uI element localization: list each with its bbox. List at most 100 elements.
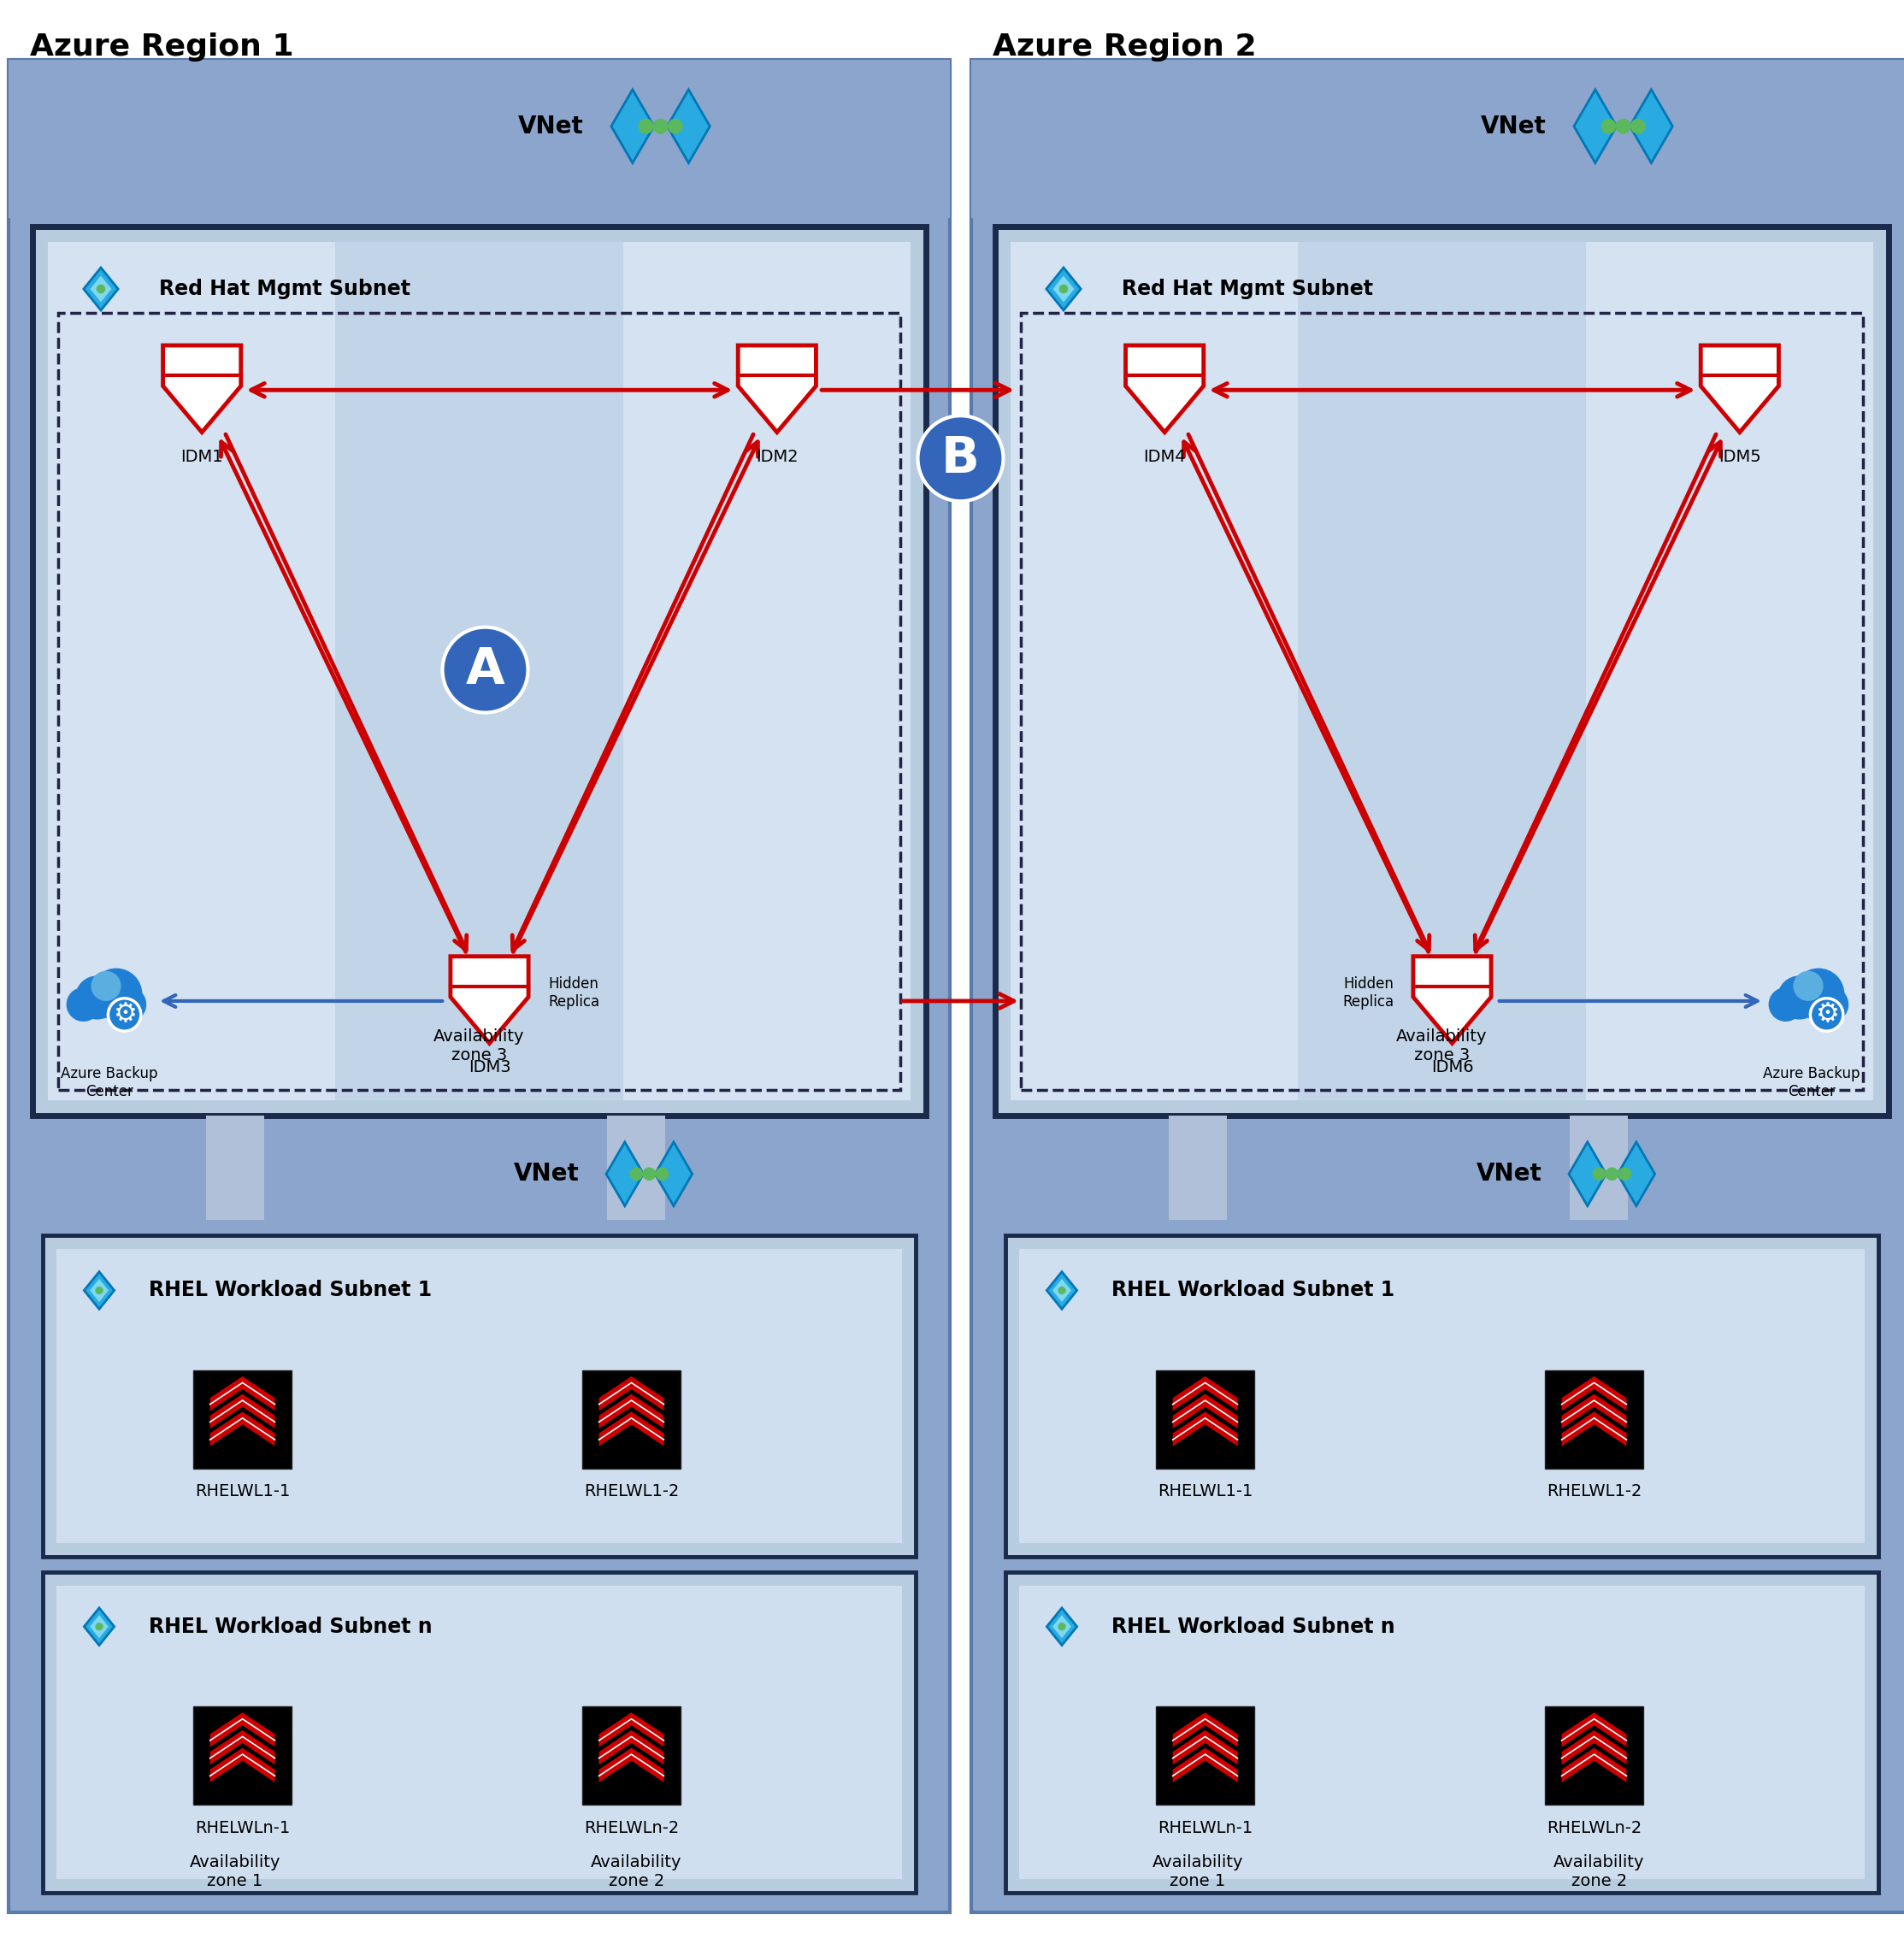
Text: Hidden
Replica: Hidden Replica — [1342, 977, 1394, 1010]
Text: IDM2: IDM2 — [756, 448, 798, 465]
Text: Red Hat Mgmt Subnet: Red Hat Mgmt Subnet — [1121, 279, 1373, 298]
Bar — [1544, 1370, 1643, 1469]
Circle shape — [89, 969, 143, 1019]
Text: Azure Backup
Center: Azure Backup Center — [1763, 1066, 1860, 1099]
Circle shape — [1592, 1167, 1605, 1180]
Circle shape — [653, 118, 668, 134]
Bar — [607, 1116, 664, 1221]
Bar — [1586, 242, 1874, 1101]
Polygon shape — [1047, 267, 1081, 310]
Polygon shape — [1173, 1411, 1238, 1446]
Polygon shape — [600, 1748, 664, 1783]
Text: Availability
zone 2: Availability zone 2 — [590, 1855, 682, 1890]
Text: RHELWL1-2: RHELWL1-2 — [1546, 1483, 1641, 1500]
Polygon shape — [1047, 1609, 1078, 1645]
Text: VNet: VNet — [1476, 1163, 1542, 1186]
Polygon shape — [739, 345, 817, 432]
Polygon shape — [611, 89, 653, 163]
Polygon shape — [1569, 1141, 1607, 1205]
Circle shape — [1605, 1167, 1618, 1180]
Polygon shape — [600, 1376, 664, 1411]
Bar — [1299, 242, 1586, 1101]
Polygon shape — [209, 1713, 274, 1746]
Circle shape — [1630, 118, 1645, 134]
Polygon shape — [1561, 1713, 1626, 1746]
Circle shape — [1059, 285, 1068, 293]
Circle shape — [1618, 1167, 1632, 1180]
Circle shape — [97, 285, 105, 293]
Bar — [48, 242, 335, 1101]
Circle shape — [638, 118, 653, 134]
Polygon shape — [605, 1141, 644, 1205]
Bar — [1019, 1250, 1864, 1543]
Text: Availability
zone 3: Availability zone 3 — [1396, 1029, 1487, 1064]
Bar — [57, 1585, 902, 1880]
Text: RHELWLn-1: RHELWLn-1 — [194, 1820, 289, 1835]
Bar — [1544, 1707, 1643, 1804]
Polygon shape — [1630, 89, 1672, 163]
Polygon shape — [1173, 1393, 1238, 1428]
Polygon shape — [89, 1279, 109, 1302]
Bar — [27, 1134, 931, 1223]
Polygon shape — [1173, 1731, 1238, 1766]
Text: RHELWL1-1: RHELWL1-1 — [1158, 1483, 1253, 1500]
Bar — [1156, 1370, 1255, 1469]
Text: IDM4: IDM4 — [1144, 448, 1186, 465]
Polygon shape — [1125, 345, 1203, 432]
Bar — [42, 1236, 916, 1556]
Polygon shape — [600, 1393, 664, 1428]
Bar — [48, 242, 910, 1101]
Polygon shape — [1575, 89, 1616, 163]
Bar — [1005, 1236, 1879, 1556]
Circle shape — [67, 986, 101, 1021]
Bar — [194, 1370, 291, 1469]
Bar — [583, 1370, 680, 1469]
Circle shape — [1811, 998, 1843, 1031]
Text: ⚙: ⚙ — [112, 1002, 137, 1027]
Polygon shape — [600, 1731, 664, 1766]
Polygon shape — [1173, 1748, 1238, 1783]
Text: B: B — [941, 434, 981, 483]
Bar — [1011, 242, 1299, 1101]
Text: IDM5: IDM5 — [1719, 448, 1761, 465]
Text: RHELWLn-2: RHELWLn-2 — [585, 1820, 680, 1835]
Text: Availability
zone 1: Availability zone 1 — [188, 1855, 280, 1890]
Polygon shape — [1173, 1376, 1238, 1411]
Bar — [59, 312, 901, 1091]
Polygon shape — [655, 1141, 693, 1205]
Polygon shape — [666, 89, 710, 163]
Polygon shape — [451, 955, 529, 1043]
Circle shape — [630, 1167, 644, 1180]
Polygon shape — [209, 1376, 274, 1411]
Circle shape — [1778, 975, 1822, 1019]
Bar — [1571, 1116, 1628, 1221]
Polygon shape — [1561, 1748, 1626, 1783]
Circle shape — [1813, 986, 1849, 1021]
Polygon shape — [1053, 1614, 1072, 1638]
Bar — [27, 1221, 931, 1909]
Bar — [990, 1221, 1894, 1909]
Text: RHEL Workload Subnet n: RHEL Workload Subnet n — [149, 1616, 432, 1638]
Text: VNet: VNet — [514, 1163, 579, 1186]
Polygon shape — [1413, 955, 1491, 1043]
Polygon shape — [209, 1748, 274, 1783]
Bar — [206, 1116, 265, 1221]
Circle shape — [1059, 1287, 1066, 1295]
Polygon shape — [1700, 345, 1778, 432]
Text: IDM3: IDM3 — [468, 1060, 510, 1076]
Bar — [194, 1707, 291, 1804]
Polygon shape — [1053, 275, 1074, 302]
Bar — [57, 1250, 902, 1543]
Circle shape — [1794, 971, 1824, 1002]
Polygon shape — [209, 1393, 274, 1428]
Polygon shape — [600, 1411, 664, 1446]
Bar — [32, 227, 925, 1116]
Circle shape — [1059, 1622, 1066, 1630]
Polygon shape — [1561, 1376, 1626, 1411]
Bar — [990, 1134, 1894, 1223]
Polygon shape — [84, 1271, 114, 1308]
Bar — [1011, 242, 1874, 1101]
Text: RHELWL1-1: RHELWL1-1 — [194, 1483, 289, 1500]
Text: Availability
zone 3: Availability zone 3 — [434, 1029, 526, 1064]
Bar — [971, 60, 1904, 217]
